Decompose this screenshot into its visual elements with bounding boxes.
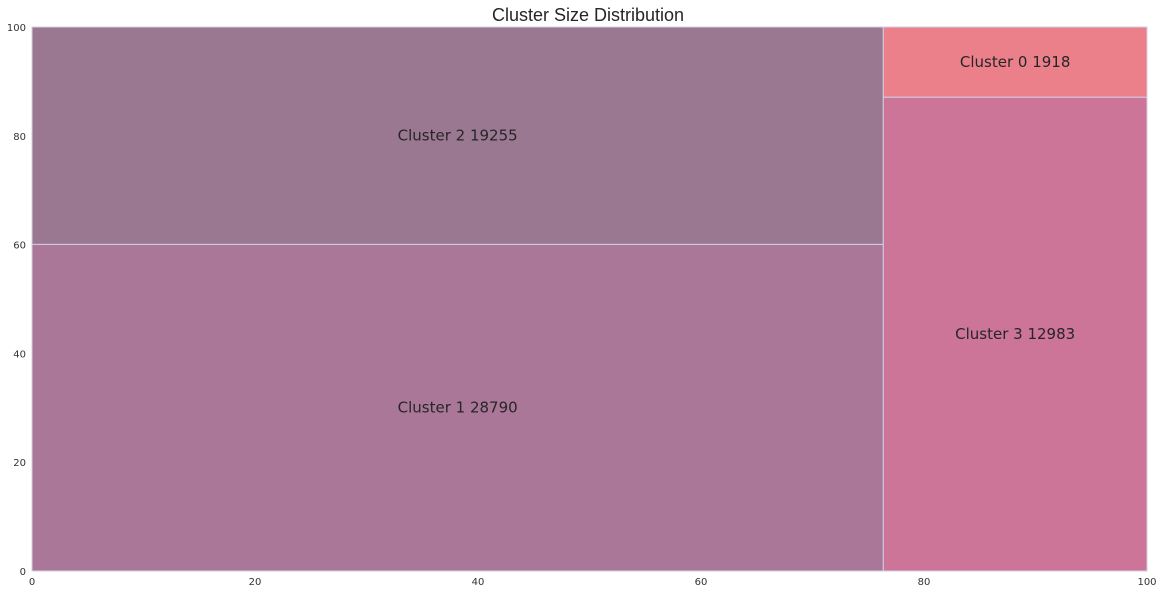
- rect-label: Cluster 3 12983: [955, 325, 1075, 343]
- chart-title: Cluster Size Distribution: [492, 5, 684, 25]
- treemap-rect: [31, 243, 884, 572]
- y-tick-label: 60: [13, 241, 26, 252]
- rect-label: Cluster 2 19255: [398, 127, 518, 145]
- x-axis: 0 20 40 60 80 100: [29, 577, 1157, 588]
- y-axis: 0 20 40 60 80 100: [7, 23, 26, 578]
- x-tick-label: 80: [918, 577, 931, 588]
- x-tick-label: 100: [1137, 577, 1156, 588]
- treemap-labels: Cluster 1 28790 Cluster 2 19255 Cluster 3 …: [398, 53, 1076, 417]
- rect-label: Cluster 1 28790: [398, 399, 518, 417]
- x-tick-label: 40: [472, 577, 485, 588]
- x-tick-label: 60: [695, 577, 708, 588]
- y-tick-label: 80: [13, 132, 26, 143]
- treemap-rect: [31, 26, 884, 245]
- y-tick-label: 100: [7, 23, 26, 34]
- treemap-rect: [882, 96, 1148, 572]
- x-tick-label: 0: [29, 577, 35, 588]
- x-tick-label: 20: [249, 577, 262, 588]
- treemap-rect: [882, 26, 1148, 98]
- treemap-rects: [31, 26, 1148, 572]
- y-tick-label: 20: [13, 458, 26, 469]
- y-tick-label: 0: [20, 567, 26, 578]
- rect-label: Cluster 0 1918: [960, 53, 1071, 71]
- y-tick-label: 40: [13, 349, 26, 360]
